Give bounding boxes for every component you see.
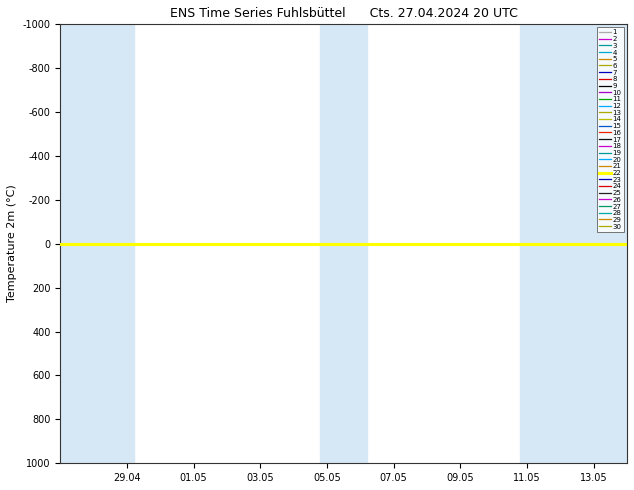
Bar xyxy=(320,24,367,464)
Y-axis label: Temperature 2m (°C): Temperature 2m (°C) xyxy=(7,185,17,302)
Title: ENS Time Series Fuhlsbüttel      Cts. 27.04.2024 20 UTC: ENS Time Series Fuhlsbüttel Cts. 27.04.2… xyxy=(170,7,517,20)
Legend: 1, 2, 3, 4, 5, 6, 7, 8, 9, 10, 11, 12, 13, 14, 15, 16, 17, 18, 19, 20, 21, 22, 2: 1, 2, 3, 4, 5, 6, 7, 8, 9, 10, 11, 12, 1… xyxy=(597,27,624,232)
Bar xyxy=(521,24,627,464)
Bar xyxy=(60,24,134,464)
